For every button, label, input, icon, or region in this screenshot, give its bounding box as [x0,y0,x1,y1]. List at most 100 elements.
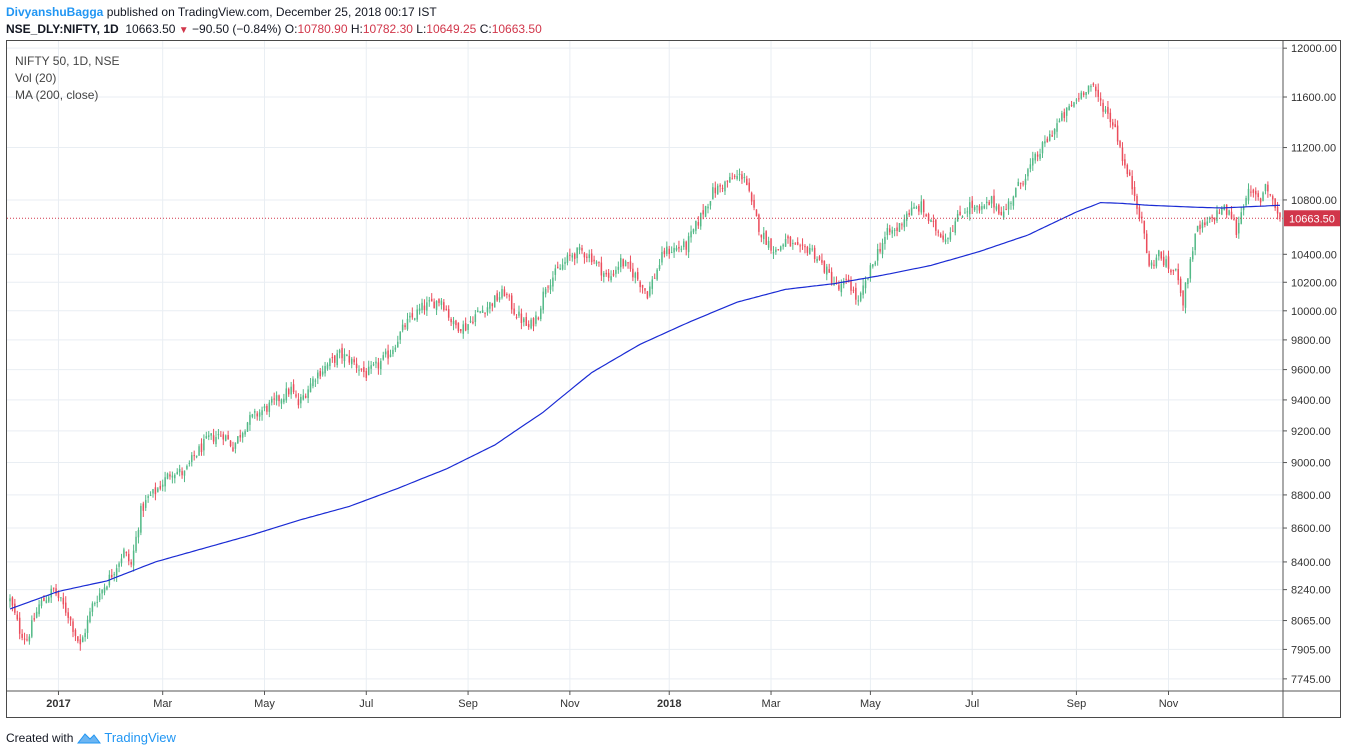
candle-body [506,293,508,295]
candle-body [1274,198,1276,208]
candle-body [445,308,448,310]
candle-body [348,355,351,363]
candle-body [983,205,986,209]
y-tick-label: 10800.00 [1291,195,1337,207]
candle-body [736,175,738,179]
candle-body [772,252,775,254]
candle-body [380,360,382,370]
candle-body [1070,104,1073,106]
candle-body [862,285,864,295]
candle-body [881,243,884,255]
candle-body [828,269,830,273]
candle-body [334,355,336,363]
candle-body [1189,259,1192,279]
candle-body [1095,86,1097,92]
candle-body [297,399,300,406]
candle-body [147,496,149,498]
candle-body [872,264,874,267]
candle-body [753,199,755,208]
candle-body [1090,86,1092,88]
candle-body [653,277,656,279]
candle-body [481,310,484,313]
candle-body [690,231,692,238]
candle-body [586,256,588,258]
candle-body [518,311,520,316]
candle-body [537,317,540,320]
candle-body [542,291,544,310]
candle-body [719,185,721,187]
candle-body [1269,194,1272,196]
candle-body [770,238,772,251]
candle-body [947,238,949,240]
candle-body [1150,262,1153,266]
candle-body [89,611,91,622]
candle-body [367,366,370,376]
candle-body [680,248,683,250]
candle-body [523,318,525,323]
candle-body [207,435,210,437]
candle-body [954,221,956,233]
candle-body [1242,207,1245,211]
candle-body [467,324,469,330]
candle-body [855,287,857,300]
candle-body [1141,216,1143,219]
chart-frame [6,40,1341,718]
candle-body [670,252,673,254]
tradingview-brand[interactable]: TradingView [104,730,176,745]
candle-body [200,443,203,453]
candle-body [191,455,193,462]
candle-body [33,618,35,620]
candle-body [241,433,244,438]
candle-body [1175,268,1177,271]
candle-body [893,229,896,231]
candle-body [622,259,624,267]
candle-body [668,248,670,255]
candle-body [140,505,142,533]
candle-body [901,224,903,226]
candle-body [1073,102,1075,107]
candle-body [743,177,746,179]
candle-body [549,285,552,290]
candle-body [1068,106,1070,111]
candle-body [399,331,401,340]
candle-body [91,603,94,612]
candle-body [1051,135,1053,137]
candle-body [275,395,278,401]
candle-body [1112,122,1114,126]
candle-body [874,262,877,265]
candle-body [842,281,845,285]
candle-body [1245,198,1247,206]
candle-body [14,603,16,613]
candles [9,82,1281,651]
candle-body [144,500,147,508]
candle-body [636,272,639,280]
candle-body [1097,89,1099,97]
candle-body [806,246,809,253]
candle-body [809,247,811,255]
candle-body [683,241,685,248]
candle-body [692,229,695,233]
candle-body [588,254,591,258]
candle-body [651,279,654,289]
candle-body [81,637,84,643]
candle-body [249,415,251,425]
candle-body [266,405,268,412]
candle-body [746,178,748,186]
candle-body [1082,92,1085,96]
author-link[interactable]: DivyanshuBagga [6,5,104,19]
candle-body [161,484,164,487]
candle-body [813,247,816,260]
candle-body [416,309,418,320]
candle-body [64,602,67,613]
y-tick-label: 10000.00 [1291,306,1337,318]
candle-body [1032,158,1034,166]
candle-body [1179,278,1182,293]
candle-body [118,563,120,567]
candle-body [603,273,605,277]
candle-body [823,260,826,273]
candle-body [464,323,467,331]
candle-body [484,312,486,314]
candle-body [1230,211,1233,219]
candle-body [702,210,704,215]
